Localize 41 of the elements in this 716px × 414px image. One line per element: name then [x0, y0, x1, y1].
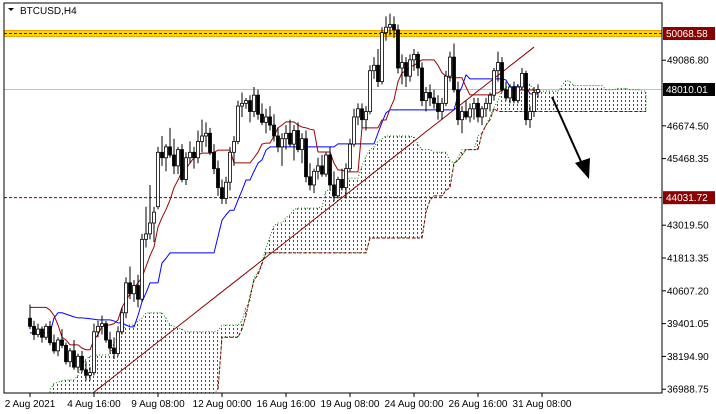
x-tick-label: 12 Aug 00:00 [192, 399, 252, 410]
ref-line-label: 44031.72 [666, 193, 708, 204]
ref-line-label: 50068.58 [666, 29, 708, 40]
x-tick-label: 31 Aug 08:00 [512, 399, 572, 410]
y-tick-label: 41813.35 [667, 254, 710, 265]
candlestick [40, 326, 44, 344]
y-tick-label: 38194.90 [667, 352, 710, 363]
y-tick-label: 40607.20 [667, 286, 710, 298]
x-tick-label: 4 Aug 16:00 [67, 399, 122, 410]
candlestick [508, 84, 512, 104]
y-tick-label: 39401.05 [667, 319, 710, 330]
x-tick-label: 9 Aug 08:00 [131, 399, 186, 410]
candlestick [44, 323, 48, 340]
x-tick-label: 19 Aug 08:00 [320, 399, 380, 410]
y-tick-label: 46674.50 [667, 121, 710, 132]
candlestick [68, 348, 72, 368]
candlestick [72, 339, 76, 370]
candlestick [132, 280, 136, 302]
candlestick [512, 81, 516, 104]
y-tick-label: 49086.80 [667, 56, 710, 67]
chart-title: BTCUSD,H4 [20, 6, 78, 17]
x-tick-label: 2 Aug 2021 [4, 399, 56, 410]
candlestick [360, 102, 364, 128]
candlestick [264, 108, 268, 134]
candlestick [404, 56, 408, 88]
candlestick [320, 154, 324, 178]
candlestick [472, 97, 476, 120]
candlestick [288, 119, 292, 148]
candlestick [476, 97, 480, 123]
y-tick-label: 36988.75 [667, 384, 710, 396]
candlestick [248, 94, 252, 123]
candlestick [76, 353, 80, 374]
candlestick [428, 84, 432, 107]
candlestick [464, 100, 468, 120]
x-tick-label: 16 Aug 16:00 [256, 399, 316, 410]
y-tick-label: 43019.50 [667, 220, 710, 232]
x-tick-label: 24 Aug 00:00 [384, 399, 444, 410]
y-tick-label: 45468.35 [667, 154, 710, 166]
ref-line-label: 48010.01 [666, 84, 708, 96]
candlestick [36, 323, 40, 338]
x-tick-label: 26 Aug 16:00 [448, 399, 508, 410]
